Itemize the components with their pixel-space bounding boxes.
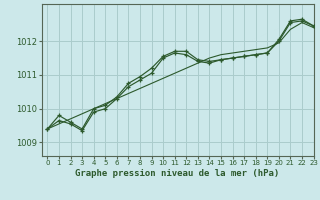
X-axis label: Graphe pression niveau de la mer (hPa): Graphe pression niveau de la mer (hPa) xyxy=(76,169,280,178)
